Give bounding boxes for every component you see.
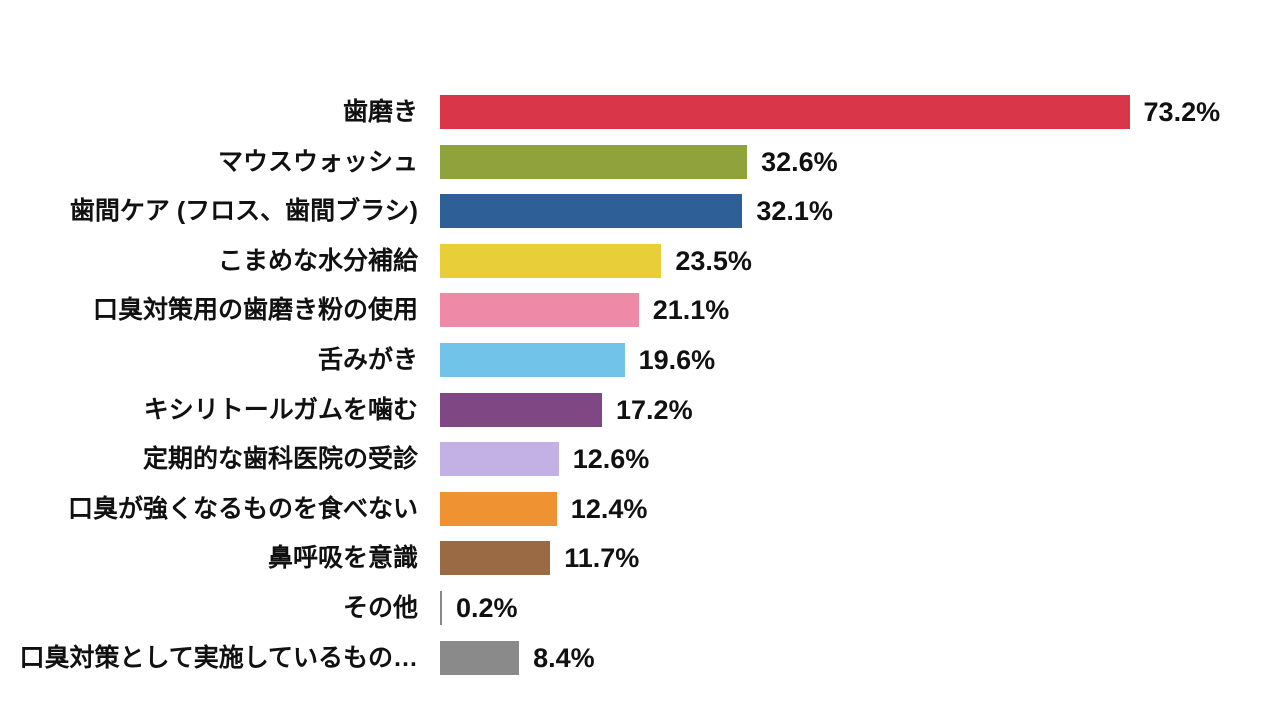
bar <box>440 343 625 377</box>
category-label: 歯磨き <box>342 98 418 126</box>
bar <box>440 194 743 229</box>
bar <box>440 640 520 675</box>
value-label: 19.6% <box>638 345 716 375</box>
value-label: 73.2% <box>1143 97 1221 127</box>
bar <box>440 541 551 576</box>
category-label: 定期的な歯科医院の受診 <box>142 445 418 474</box>
bar <box>440 144 748 179</box>
bar <box>440 442 559 477</box>
value-label: 21.1% <box>652 295 730 326</box>
category-label: 口臭対策として実施しているもの… <box>19 643 418 672</box>
value-label: 12.6% <box>572 444 650 475</box>
category-label: 口臭対策用の歯磨き粉の使用 <box>92 296 418 325</box>
category-label: こまめな水分補給 <box>217 246 418 275</box>
category-label: その他 <box>342 594 418 622</box>
value-label: 32.1% <box>756 196 833 227</box>
category-label: 歯間ケア (フロス、歯間ブラシ) <box>69 197 418 226</box>
value-label: 0.2% <box>456 593 518 623</box>
category-label: マウスウォッシュ <box>217 147 418 176</box>
bar <box>440 392 603 427</box>
category-label: キシリトールガムを噛む <box>143 395 418 424</box>
bar <box>440 95 1130 129</box>
value-label: 11.7% <box>564 543 640 574</box>
value-label: 32.6% <box>761 146 838 177</box>
value-label: 12.4% <box>570 493 648 524</box>
value-label: 23.5% <box>675 245 752 276</box>
category-label: 口臭が強くなるものを食べない <box>67 494 418 523</box>
bar <box>440 293 639 328</box>
value-label: 17.2% <box>616 394 693 425</box>
value-label: 8.4% <box>533 642 595 673</box>
bar <box>440 243 662 278</box>
bar <box>440 591 442 625</box>
category-label: 鼻呼吸を意識 <box>267 544 418 573</box>
bar <box>440 491 557 526</box>
category-label: 舌みがき <box>317 346 418 374</box>
